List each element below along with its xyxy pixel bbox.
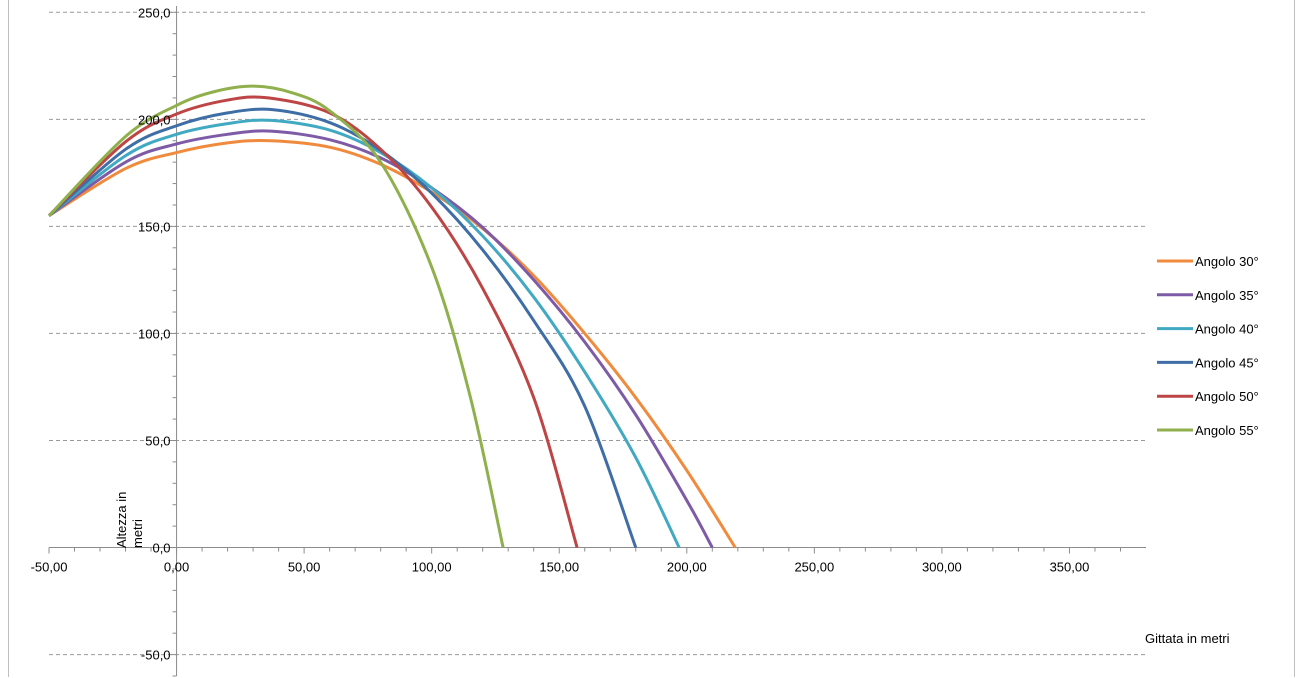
series-line-6	[47, 84, 505, 548]
legend-label: Angolo 50°	[1195, 389, 1259, 404]
legend-label: Angolo 55°	[1195, 423, 1259, 438]
x-tick-label: 150,00	[539, 560, 579, 575]
y-tick-label: 100,0	[138, 326, 171, 341]
x-tick-label: 50,00	[288, 560, 321, 575]
line-chart: 250,0 200,0 150,0 100,0 50,0 0,0 -50,0 -50,00 0,…	[31, 5, 1259, 677]
y-tick-label: 250,0	[138, 5, 171, 20]
x-tick-label: 200,00	[667, 560, 707, 575]
series-line-5	[47, 95, 579, 548]
x-tick-label: 250,00	[794, 560, 834, 575]
series-line-1	[48, 138, 737, 549]
axes	[48, 6, 1146, 677]
x-tick-label: 0,00	[164, 560, 189, 575]
x-tick-label: -50,00	[31, 560, 68, 575]
series-lines	[47, 84, 737, 549]
x-tick-label: 300,00	[922, 560, 962, 575]
y-tick-label: -50,0	[141, 648, 171, 663]
legend-label: Angolo 35°	[1195, 288, 1259, 303]
x-axis-title: Gittata in metri	[1145, 631, 1230, 646]
series-line-4	[48, 107, 638, 549]
x-tick-label: 350,00	[1050, 560, 1090, 575]
y-tick-label: 50,0	[145, 433, 170, 448]
legend-label: Angolo 30°	[1195, 254, 1259, 269]
tick-labels: 250,0 200,0 150,0 100,0 50,0 0,0 -50,0 -50,00 0,…	[31, 5, 1090, 662]
legend: Angolo 30° Angolo 35° Angolo 40° Angolo 45°…	[1157, 254, 1259, 438]
chart-area: 250,0 200,0 150,0 100,0 50,0 0,0 -50,0 -50,00 0,…	[8, 0, 1295, 677]
legend-label: Angolo 40°	[1195, 322, 1259, 337]
y-tick-label: 0,0	[152, 541, 170, 556]
x-tick-label: 100,00	[412, 560, 452, 575]
y-tick-label: 200,0	[138, 112, 171, 127]
gridlines	[49, 11, 1146, 656]
y-axis-title: Altezza inmetri	[114, 492, 145, 548]
legend-label: Angolo 45°	[1195, 355, 1259, 370]
y-tick-label: 150,0	[138, 219, 171, 234]
